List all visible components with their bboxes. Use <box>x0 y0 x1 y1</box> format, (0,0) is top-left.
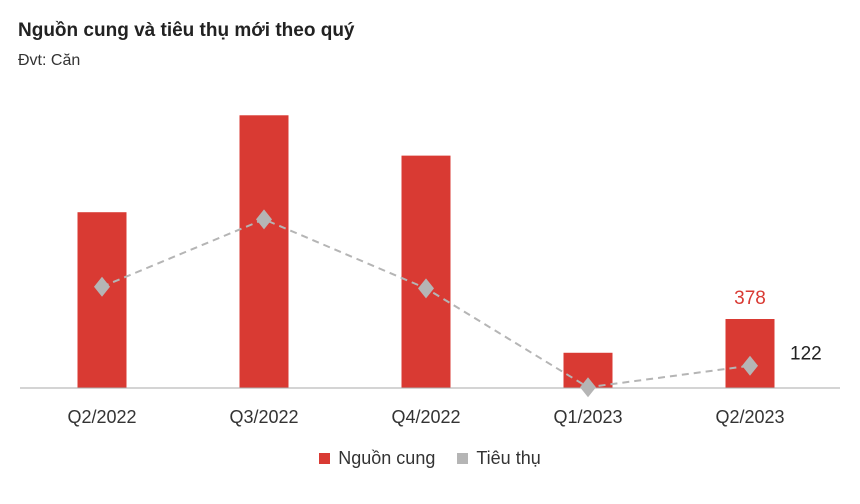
x-tick-label: Q3/2022 <box>229 407 298 427</box>
consumption-point-Q4/2022 <box>418 278 434 299</box>
legend-label-consumption: Tiêu thụ <box>476 448 541 468</box>
bar-Q2/2022 <box>77 212 127 388</box>
x-tick-label: Q4/2022 <box>391 407 460 427</box>
consumption-point-Q3/2022 <box>256 209 272 230</box>
data-label: 122 <box>790 344 822 365</box>
bar-Q3/2022 <box>239 115 289 389</box>
legend-swatch-consumption <box>457 453 469 464</box>
legend-label-supply: Nguồn cung <box>338 448 436 468</box>
consumption-point-Q2/2022 <box>94 276 110 297</box>
chart-unit: Đvt: Căn <box>18 52 81 69</box>
consumption-point-Q2/2023 <box>742 355 758 376</box>
legend-swatch-supply <box>319 453 331 464</box>
x-tick-label: Q1/2023 <box>553 407 622 427</box>
legend: Nguồn cung Tiêu thụ <box>0 448 860 469</box>
bar-Q2/2023 <box>725 319 775 388</box>
legend-item-supply: Nguồn cung <box>319 448 435 469</box>
bar-Q4/2022 <box>401 155 451 388</box>
chart-title: Nguồn cung và tiêu thụ mới theo quý <box>18 20 355 41</box>
consumption-point-Q1/2023 <box>580 377 596 398</box>
data-label: 378 <box>734 288 766 309</box>
x-tick-label: Q2/2022 <box>67 407 136 427</box>
legend-item-consumption: Tiêu thụ <box>457 448 541 469</box>
x-tick-label: Q2/2023 <box>715 407 784 427</box>
